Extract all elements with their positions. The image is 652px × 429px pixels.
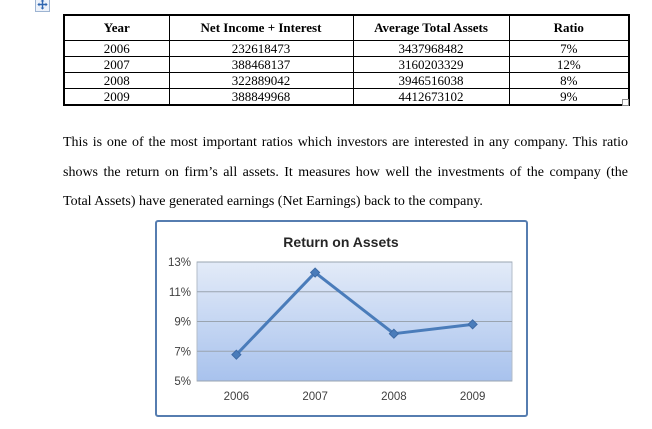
chart-y-tick-label: 9% (174, 317, 191, 329)
table-cell: 2009 (63, 88, 170, 106)
chart-data-point (231, 349, 242, 360)
table-header-cell: Year (63, 14, 170, 41)
return-on-assets-chart[interactable]: Return on Assets 5% 7% 9% 11% 13% 2006 2007 2008… (155, 220, 528, 417)
table-cell: 7% (508, 40, 630, 57)
table-header-cell: Average Total Assets (352, 14, 510, 41)
chart-x-tick-label: 2008 (381, 391, 407, 403)
table-cell: 3160203329 (352, 56, 510, 73)
chart-x-tick-label: 2007 (302, 391, 328, 403)
table-cell: 2006 (63, 40, 170, 57)
chart-y-tick-label: 5% (174, 376, 191, 388)
table-cell: 8% (508, 72, 630, 89)
table-cell: 388849968 (168, 88, 354, 106)
table-row: 2008 322889042 3946516038 8% (63, 72, 630, 89)
table-row: 2007 388468137 3160203329 12% (63, 56, 630, 73)
table-cell: 3437968482 (352, 40, 510, 57)
chart-x-tick-label: 2009 (460, 391, 486, 403)
table-row: 2006 232618473 3437968482 7% (63, 40, 630, 57)
body-paragraph: This is one of the most important ratios… (63, 135, 628, 209)
chart-y-tick-label: 11% (169, 287, 191, 299)
table-row: 2009 388849968 4412673102 9% (63, 88, 630, 106)
chart-data-point (467, 319, 478, 330)
table-header-cell: Net Income + Interest (168, 14, 354, 41)
table-move-handle[interactable] (35, 0, 50, 12)
financial-table: Year Net Income + Interest Average Total A… (63, 14, 630, 106)
table-cell: 2008 (63, 72, 170, 89)
chart-data-point (309, 267, 321, 278)
table-cell: 322889042 (168, 72, 354, 89)
table-cell: 232618473 (168, 40, 354, 57)
table-header-cell: Ratio (508, 14, 630, 41)
chart-title: Return on Assets (283, 234, 399, 250)
chart-series-line (234, 271, 475, 357)
table-cell: 9% (508, 88, 630, 106)
table-cell: 4412673102 (352, 88, 510, 106)
table-body: 2006 232618473 3437968482 7% 2007 388468137 31… (63, 40, 630, 106)
table-cell: 12% (508, 56, 630, 73)
table-cell: 2007 (63, 56, 170, 73)
move-cross-icon (37, 0, 48, 10)
table-cell: 3946516038 (352, 72, 510, 89)
chart-x-tick-label: 2006 (224, 391, 250, 403)
chart-y-tick-label: 7% (174, 346, 191, 358)
chart-data-point (388, 328, 400, 339)
table-header-row: Year Net Income + Interest Average Total A… (63, 14, 630, 41)
chart-y-tick-label: 13% (168, 257, 191, 269)
table-resize-handle[interactable] (622, 99, 629, 106)
table-cell: 388468137 (168, 56, 354, 73)
chart-svg: Return on Assets 5% 7% 9% 11% 13% 2006 2007 2008… (168, 234, 513, 403)
